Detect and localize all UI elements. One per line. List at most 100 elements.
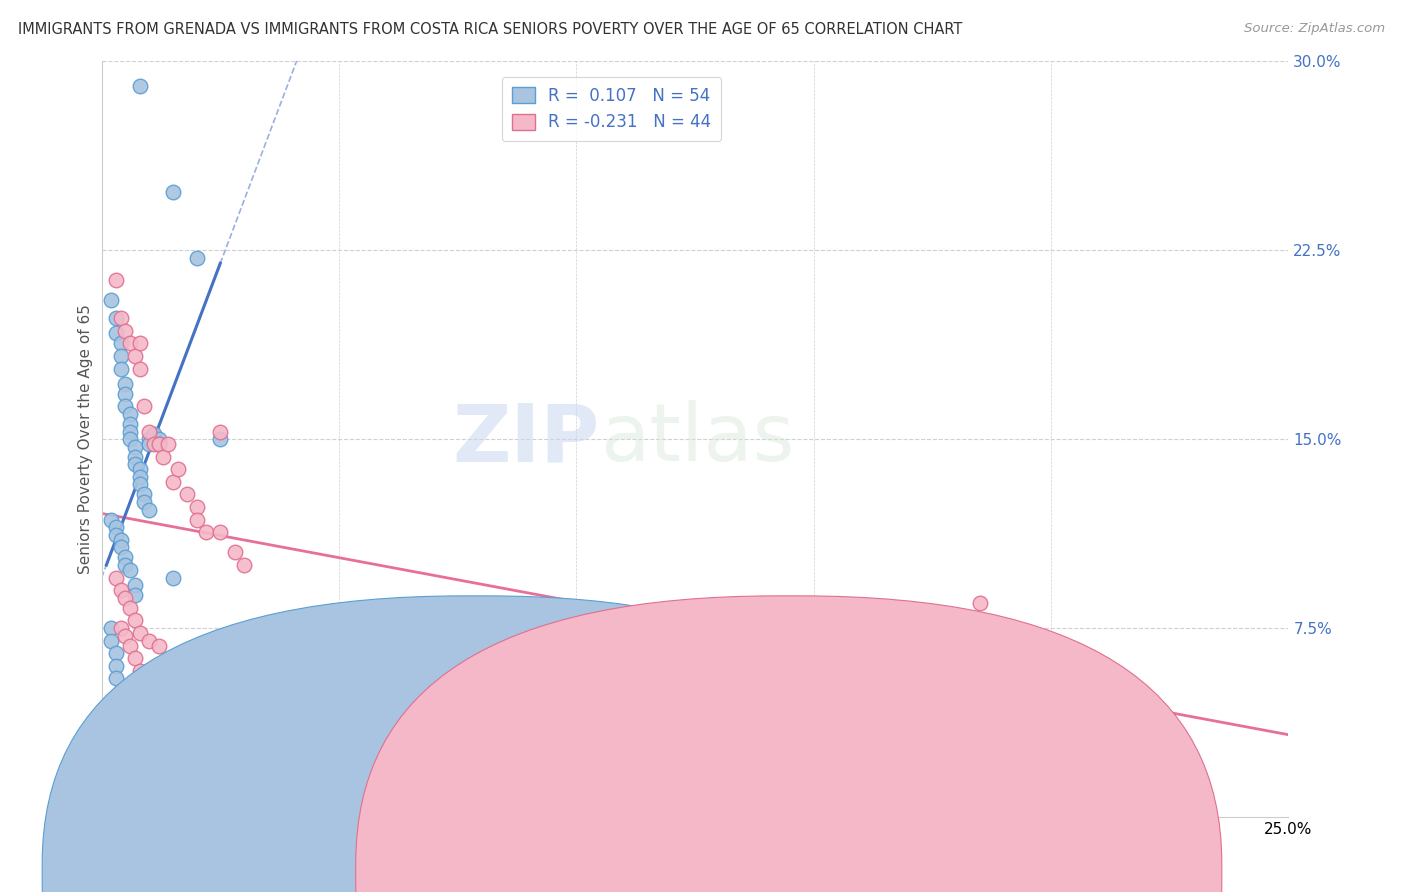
Point [104,326,127,341]
Point [176,487,198,501]
Point [110,684,132,698]
Point [110,311,132,326]
Point [110,583,132,598]
Text: Immigrants from Grenada: Immigrants from Grenada [463,865,662,880]
Point [128,664,150,678]
Point [114,324,136,338]
Text: IMMIGRANTS FROM GRENADA VS IMMIGRANTS FROM COSTA RICA SENIORS POVERTY OVER THE A: IMMIGRANTS FROM GRENADA VS IMMIGRANTS FR… [18,22,963,37]
Point [104,646,127,660]
Point [120,417,142,431]
Point [110,349,132,363]
Point [120,432,142,446]
Point [124,614,146,628]
Point [110,541,132,555]
Point [114,400,136,414]
Point [195,525,218,540]
Point [114,550,136,565]
Point [128,336,150,351]
Point [148,639,170,653]
Point [134,495,156,509]
Point [104,672,127,686]
Point [138,425,160,439]
Point [138,633,160,648]
Point [124,651,146,665]
Point [110,697,132,711]
Point [110,533,132,547]
Point [162,664,184,678]
Point [96,734,118,748]
Point [209,525,232,540]
Point [148,437,170,451]
Point [120,407,142,421]
Point [104,528,127,542]
Point [114,591,136,605]
Point [114,376,136,391]
Point [128,470,150,484]
Point [124,349,146,363]
Point [124,457,146,471]
Point [124,440,146,454]
Point [100,709,122,723]
Point [104,273,127,287]
Point [138,676,160,690]
Point [157,437,180,451]
Point [104,311,127,326]
Point [148,437,170,451]
Point [897,621,920,635]
Point [104,520,127,534]
Text: Source: ZipAtlas.com: Source: ZipAtlas.com [1244,22,1385,36]
Point [176,679,198,693]
Point [104,730,127,744]
Point [186,251,208,265]
Point [100,621,122,635]
Point [100,293,122,308]
Point [969,596,991,610]
Point [104,658,127,673]
Point [162,185,184,199]
Point [138,437,160,451]
Point [128,79,150,94]
Text: ZIP: ZIP [453,401,600,478]
Point [114,558,136,572]
Point [110,621,132,635]
Point [110,361,132,376]
Point [186,500,208,514]
Point [120,639,142,653]
Point [134,487,156,501]
Point [128,477,150,491]
Point [186,513,208,527]
Point [803,704,825,718]
Point [128,361,150,376]
Point [124,588,146,602]
Point [110,336,132,351]
Point [128,626,150,640]
Point [100,513,122,527]
Point [124,578,146,592]
Point [142,427,165,442]
Point [148,432,170,446]
Point [134,400,156,414]
Point [114,629,136,643]
Y-axis label: Seniors Poverty Over the Age of 65: Seniors Poverty Over the Age of 65 [79,304,93,574]
Text: atlas: atlas [600,401,794,478]
Point [120,425,142,439]
Point [104,571,127,585]
Point [707,684,730,698]
Point [128,462,150,476]
Point [209,425,232,439]
Point [120,336,142,351]
Point [114,386,136,401]
Point [209,432,232,446]
Point [138,502,160,516]
Point [162,475,184,489]
Point [166,462,188,476]
Point [233,558,256,572]
Legend: R =  0.107   N = 54, R = -0.231   N = 44: R = 0.107 N = 54, R = -0.231 N = 44 [502,77,721,141]
Text: Immigrants from Costa Rica: Immigrants from Costa Rica [765,865,979,880]
Point [120,600,142,615]
Point [104,722,127,736]
Point [138,432,160,446]
Point [162,571,184,585]
Point [142,437,165,451]
Point [224,545,246,559]
